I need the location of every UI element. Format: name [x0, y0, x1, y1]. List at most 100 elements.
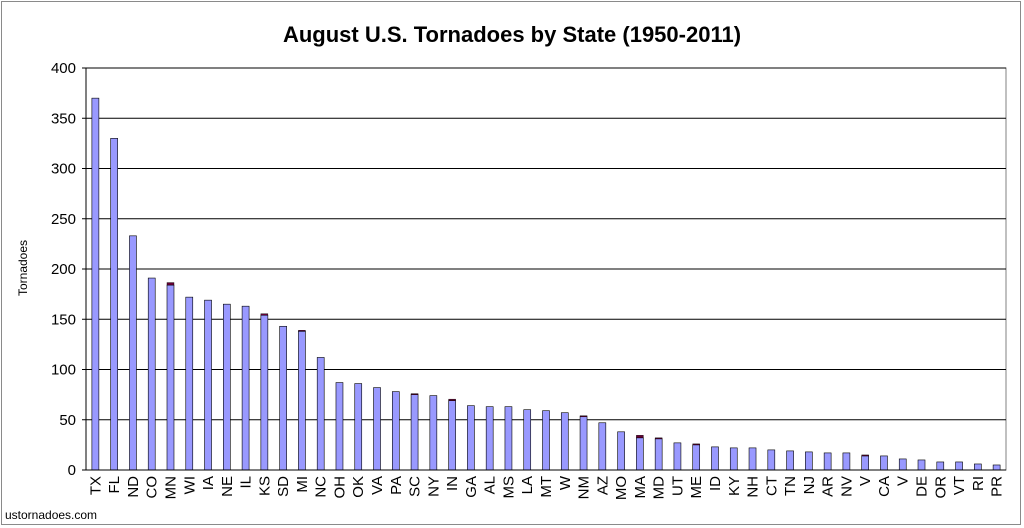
bar-cap-in-19	[448, 398, 456, 401]
bar-de-44	[917, 459, 926, 471]
chart-title: August U.S. Tornadoes by State (1950-201…	[282, 22, 742, 47]
x-tick-label: ND	[125, 476, 142, 498]
bar-pr-48	[992, 464, 1001, 471]
x-tick-label: SC	[407, 476, 424, 497]
x-tick-label: W	[557, 475, 574, 490]
y-tick-labels: 0 50 100 150 200 250 300 350 400	[51, 60, 86, 479]
bar-me-32	[692, 444, 701, 471]
x-tick-label: MS	[500, 476, 517, 499]
bar-mn-4	[166, 284, 175, 471]
y-tick-label: 300	[51, 161, 76, 178]
x-tick-label: OR	[932, 476, 949, 499]
bar-ma-29	[636, 437, 644, 471]
x-tick-label: MT	[538, 476, 555, 498]
bar-md-30	[654, 438, 663, 471]
x-tick-label: NH	[745, 476, 762, 498]
x-tick-label: IA	[200, 476, 217, 490]
bar-cap-mi-11	[298, 330, 306, 332]
bar-or-45	[936, 461, 945, 471]
x-tick-label: MI	[294, 476, 311, 493]
x-tick-label: RI	[970, 476, 987, 491]
x-tick-label: PR	[989, 476, 1006, 497]
bar-ks-9	[260, 314, 269, 471]
bar-ct-36	[767, 449, 776, 471]
bar-cap-nm-26	[579, 415, 588, 417]
bar-nv-40	[842, 452, 851, 471]
x-tick-label: KS	[256, 476, 273, 496]
y-tick-label: 200	[51, 261, 76, 278]
x-tick-label: NJ	[801, 476, 818, 494]
bar-ar-39	[823, 452, 832, 471]
x-tick-label: AL	[482, 476, 499, 494]
bar-wi-5	[185, 296, 194, 471]
bar-la-23	[523, 409, 532, 471]
bars	[91, 97, 1001, 471]
bar-al-21	[485, 406, 494, 471]
bar-nm-26	[579, 416, 588, 471]
bar-cap-ma-29	[636, 435, 644, 439]
x-tick-label: VA	[369, 476, 386, 495]
bar-id-33	[711, 446, 719, 471]
x-tick-label: NV	[838, 476, 855, 497]
bar-il-8	[241, 305, 250, 471]
x-tick-label: WI	[181, 476, 198, 494]
bar-w-25	[560, 412, 569, 471]
x-tick-label: CA	[876, 476, 893, 497]
bar-cap-ks-9	[260, 313, 269, 316]
y-tick-label: 350	[51, 110, 76, 127]
y-tick-label: 250	[51, 211, 76, 228]
bar-in-19	[448, 400, 456, 471]
bar-nh-35	[748, 447, 757, 471]
source-watermark: ustornadoes.com	[5, 508, 98, 522]
bar-pa-16	[391, 391, 400, 471]
bar-ia-6	[204, 299, 212, 471]
bar-cap-mn-4	[166, 282, 175, 286]
bar-tn-37	[786, 450, 794, 471]
x-tick-label: NM	[576, 476, 593, 499]
x-tick-label: ID	[707, 476, 724, 491]
x-tick-label: GA	[463, 476, 480, 498]
x-tick-label: MO	[613, 476, 630, 500]
x-tick-label: NY	[425, 476, 442, 497]
x-tick-label: NE	[219, 476, 236, 497]
x-tick-label: SD	[275, 476, 292, 497]
bar-nc-12	[316, 357, 325, 471]
bar-ut-31	[673, 442, 682, 471]
x-tick-label: CO	[144, 476, 161, 499]
x-tick-label: TN	[782, 476, 799, 496]
y-tick-label: 400	[51, 60, 76, 77]
x-tick-label: NC	[313, 476, 330, 498]
bar-ms-22	[504, 406, 513, 471]
bar-az-27	[598, 422, 607, 471]
bar-ne-7	[223, 303, 231, 471]
x-tick-label: AR	[820, 476, 837, 497]
bar-nj-38	[805, 451, 813, 471]
x-tick-label: V	[895, 476, 912, 486]
x-tick-labels: TX FL ND CO MN WI IA NE IL KS SD MI NC OH OK VA PA SC NY IN…	[87, 475, 1005, 500]
x-tick-label: V	[857, 476, 874, 486]
x-tick-label: VT	[951, 476, 968, 495]
bar-co-3	[147, 277, 156, 471]
y-tick-label: 0	[68, 462, 76, 479]
x-tick-label: PA	[388, 476, 405, 495]
x-tick-label: OK	[350, 476, 367, 498]
x-tick-label: ME	[688, 476, 705, 499]
bar-va-15	[373, 387, 381, 471]
y-tick-label: 50	[59, 412, 76, 429]
bar-oh-13	[335, 382, 344, 471]
x-tick-label: FL	[106, 476, 123, 494]
x-tick-label: UT	[669, 476, 686, 496]
x-tick-label: TX	[87, 476, 104, 495]
x-tick-label: MA	[632, 476, 649, 499]
x-tick-label: LA	[519, 476, 536, 494]
bar-sd-10	[279, 325, 287, 471]
bar-v-43	[898, 458, 907, 471]
x-tick-label: DE	[914, 476, 931, 497]
x-tick-label: CT	[763, 476, 780, 496]
x-tick-label: OH	[331, 476, 348, 499]
bar-nd-2	[129, 235, 137, 471]
bar-tx-0	[91, 97, 100, 471]
bar-mt-24	[542, 410, 550, 471]
bar-fl-1	[110, 138, 118, 471]
